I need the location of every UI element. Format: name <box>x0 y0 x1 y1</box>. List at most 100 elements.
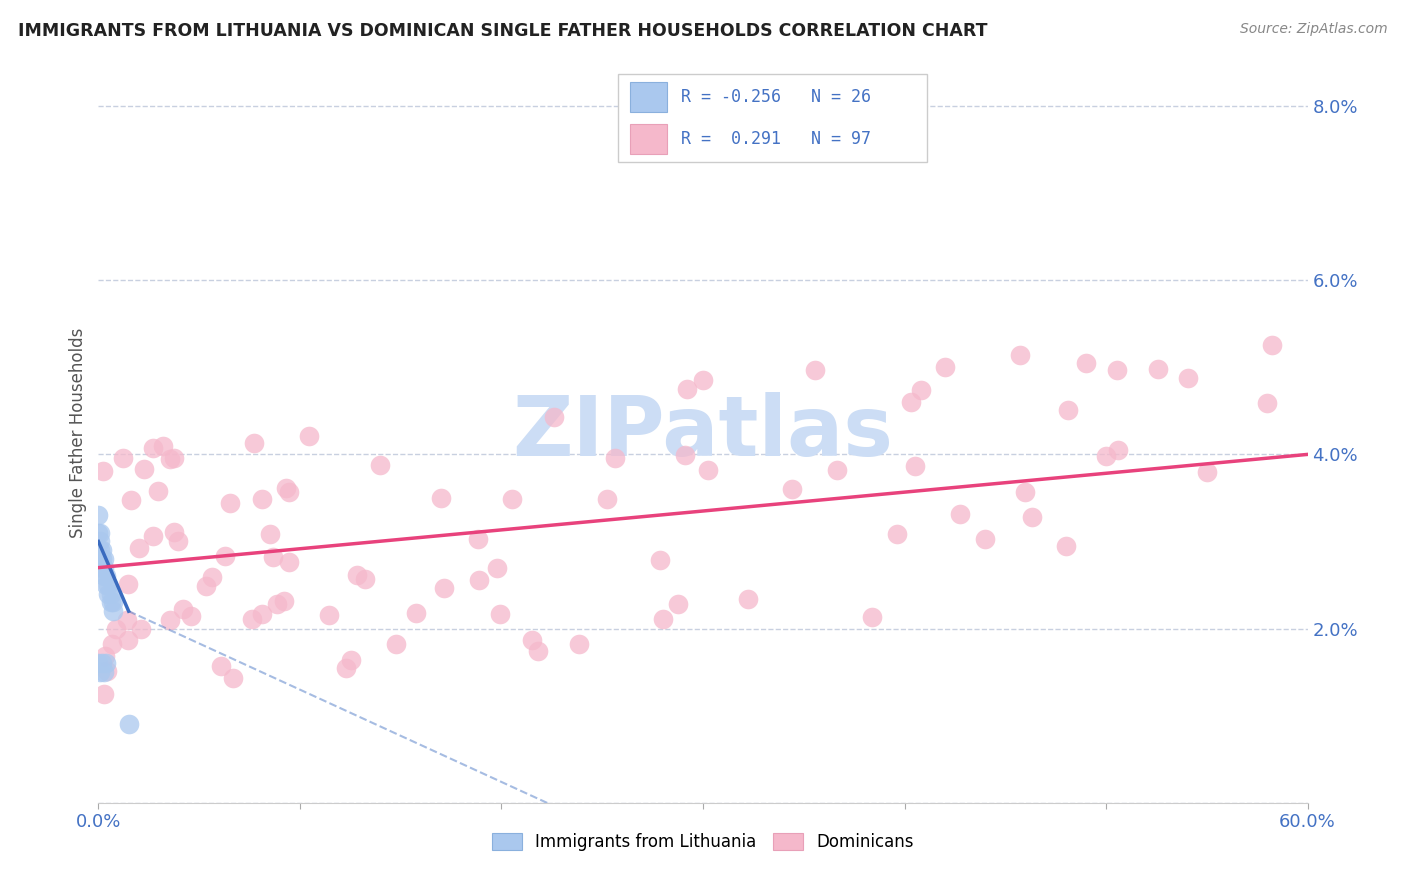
Point <box>94 648 117 663</box>
Point <box>692 373 714 387</box>
Point <box>276 481 298 495</box>
Point <box>486 560 509 574</box>
Point <box>91 657 114 671</box>
Point <box>676 382 699 396</box>
Point <box>430 491 453 505</box>
Point <box>87 525 110 540</box>
Point <box>93 552 115 566</box>
Point <box>900 395 922 409</box>
Point <box>240 612 263 626</box>
Text: R =  0.291   N = 97: R = 0.291 N = 97 <box>682 129 872 148</box>
Point <box>277 555 299 569</box>
Point <box>142 441 165 455</box>
Point <box>146 484 169 499</box>
Point <box>180 609 202 624</box>
Point <box>673 448 696 462</box>
Point <box>89 525 111 540</box>
Bar <box>630 82 666 112</box>
Point <box>803 363 825 377</box>
Point <box>159 451 181 466</box>
Point <box>129 622 152 636</box>
Point <box>100 587 122 601</box>
Point <box>89 552 111 566</box>
Point <box>346 567 368 582</box>
Point <box>405 606 427 620</box>
Point <box>97 587 120 601</box>
Point <box>934 359 956 374</box>
Point <box>696 462 718 476</box>
Point <box>262 550 284 565</box>
Point <box>97 578 120 592</box>
Point <box>862 609 884 624</box>
Point <box>201 570 224 584</box>
Point <box>91 543 114 558</box>
Point <box>93 464 115 478</box>
Point <box>209 658 232 673</box>
Text: R = -0.256   N = 26: R = -0.256 N = 26 <box>682 88 872 106</box>
Point <box>120 493 142 508</box>
Point <box>949 507 972 521</box>
Point <box>501 492 523 507</box>
Point <box>96 569 118 583</box>
Point <box>467 574 489 588</box>
Point <box>96 657 118 671</box>
Point <box>250 607 273 621</box>
Point <box>368 458 391 472</box>
Point <box>335 661 357 675</box>
Point <box>117 632 139 647</box>
Point <box>118 717 141 731</box>
Point <box>596 491 619 506</box>
Point <box>467 532 489 546</box>
Point <box>250 492 273 507</box>
Point <box>520 633 543 648</box>
Point <box>666 598 689 612</box>
Point <box>243 435 266 450</box>
Point <box>91 560 114 574</box>
Point <box>543 409 565 424</box>
Point <box>96 664 118 678</box>
Point <box>93 665 115 680</box>
Point <box>1074 356 1097 370</box>
Point <box>93 560 115 574</box>
Point <box>195 579 218 593</box>
Point <box>1177 371 1199 385</box>
Point <box>152 439 174 453</box>
Point <box>105 622 128 636</box>
Point <box>1105 363 1128 377</box>
Point <box>278 485 301 500</box>
Point <box>259 527 281 541</box>
Point <box>266 597 288 611</box>
Point <box>526 644 548 658</box>
Point <box>163 450 186 465</box>
Point <box>163 524 186 539</box>
Point <box>886 527 908 541</box>
Point <box>1107 442 1129 457</box>
Point <box>218 496 240 510</box>
Point <box>93 569 115 583</box>
Point <box>1147 362 1170 376</box>
Point <box>780 482 803 496</box>
Point <box>159 613 181 627</box>
Point <box>825 463 848 477</box>
Text: ZIPatlas: ZIPatlas <box>513 392 893 473</box>
Point <box>1195 466 1218 480</box>
Point <box>115 613 138 627</box>
Point <box>214 549 236 563</box>
Point <box>1261 338 1284 352</box>
Point <box>1021 509 1043 524</box>
Point <box>142 529 165 543</box>
Point <box>101 595 124 609</box>
Point <box>273 594 295 608</box>
Point <box>117 577 139 591</box>
Point <box>1095 449 1118 463</box>
Point <box>91 552 114 566</box>
Text: IMMIGRANTS FROM LITHUANIA VS DOMINICAN SINGLE FATHER HOUSEHOLDS CORRELATION CHAR: IMMIGRANTS FROM LITHUANIA VS DOMINICAN S… <box>18 22 988 40</box>
Point <box>339 652 361 666</box>
Point <box>87 508 110 523</box>
Point <box>100 595 122 609</box>
Point <box>904 459 927 474</box>
Point <box>737 592 759 607</box>
Point <box>488 607 510 621</box>
Bar <box>630 124 666 153</box>
Point <box>101 604 124 618</box>
